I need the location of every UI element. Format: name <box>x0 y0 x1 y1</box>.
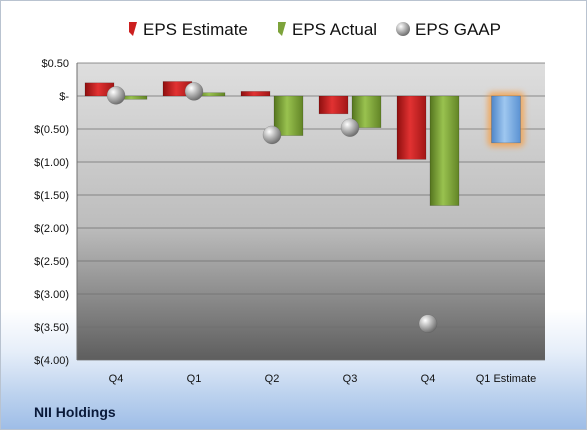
x-tick-label: Q2 <box>265 373 280 385</box>
y-tick-label: $(3.00) <box>34 289 69 301</box>
legend-label-estimate: EPS Estimate <box>143 20 248 39</box>
eps-gaap-marker <box>106 86 126 105</box>
eps-estimate-bar <box>318 95 349 115</box>
eps-estimate-bar <box>396 95 427 160</box>
legend-swatch-estimate <box>129 22 137 36</box>
y-tick-label: $(2.50) <box>34 256 69 268</box>
eps-gaap-marker <box>418 314 438 333</box>
legend-label-gaap: EPS GAAP <box>415 20 501 39</box>
legend-item-eps-estimate: EPS Estimate <box>129 20 248 39</box>
x-axis: Q4 Q1 Q2 Q3 Q4 Q1 Estimate <box>109 373 537 385</box>
y-tick-label: $(0.50) <box>34 124 69 136</box>
eps-actual-bar <box>273 95 304 136</box>
x-tick-label: Q4 <box>109 373 124 385</box>
y-axis: $0.50 $- $(0.50) $(1.00) $(1.50) $(2.00) $(2.5… <box>34 58 69 367</box>
y-tick-label: $- <box>59 91 69 103</box>
legend-item-eps-actual: EPS Actual <box>278 20 377 39</box>
gaap-markers <box>106 82 438 333</box>
grid <box>76 62 545 361</box>
legend-label-actual: EPS Actual <box>292 20 377 39</box>
y-tick-label: $0.50 <box>41 58 69 70</box>
y-tick-label: $(3.50) <box>34 322 69 334</box>
eps-estimate-q1-bar <box>491 95 521 144</box>
legend-swatch-actual <box>278 22 286 36</box>
eps-gaap-marker <box>184 82 204 101</box>
legend: EPS Estimate EPS Actual EPS GAAP <box>129 20 501 39</box>
eps-estimate-bar <box>240 91 271 97</box>
x-tick-label: Q4 <box>421 373 436 385</box>
y-tick-label: $(1.00) <box>34 157 69 169</box>
x-tick-label: Q1 <box>187 373 202 385</box>
y-tick-label: $(4.00) <box>34 355 69 367</box>
company-name: NII Holdings <box>34 404 116 420</box>
legend-item-eps-gaap: EPS GAAP <box>396 20 501 39</box>
x-tick-label: Q1 Estimate <box>476 373 537 385</box>
x-tick-label: Q3 <box>343 373 358 385</box>
y-tick-label: $(2.00) <box>34 223 69 235</box>
bars <box>84 81 525 206</box>
eps-gaap-marker <box>340 118 360 137</box>
y-tick-label: $(1.50) <box>34 190 69 202</box>
legend-swatch-gaap <box>396 22 410 36</box>
eps-gaap-marker <box>262 125 282 145</box>
eps-actual-bar <box>429 95 460 206</box>
plot-area <box>77 63 545 360</box>
